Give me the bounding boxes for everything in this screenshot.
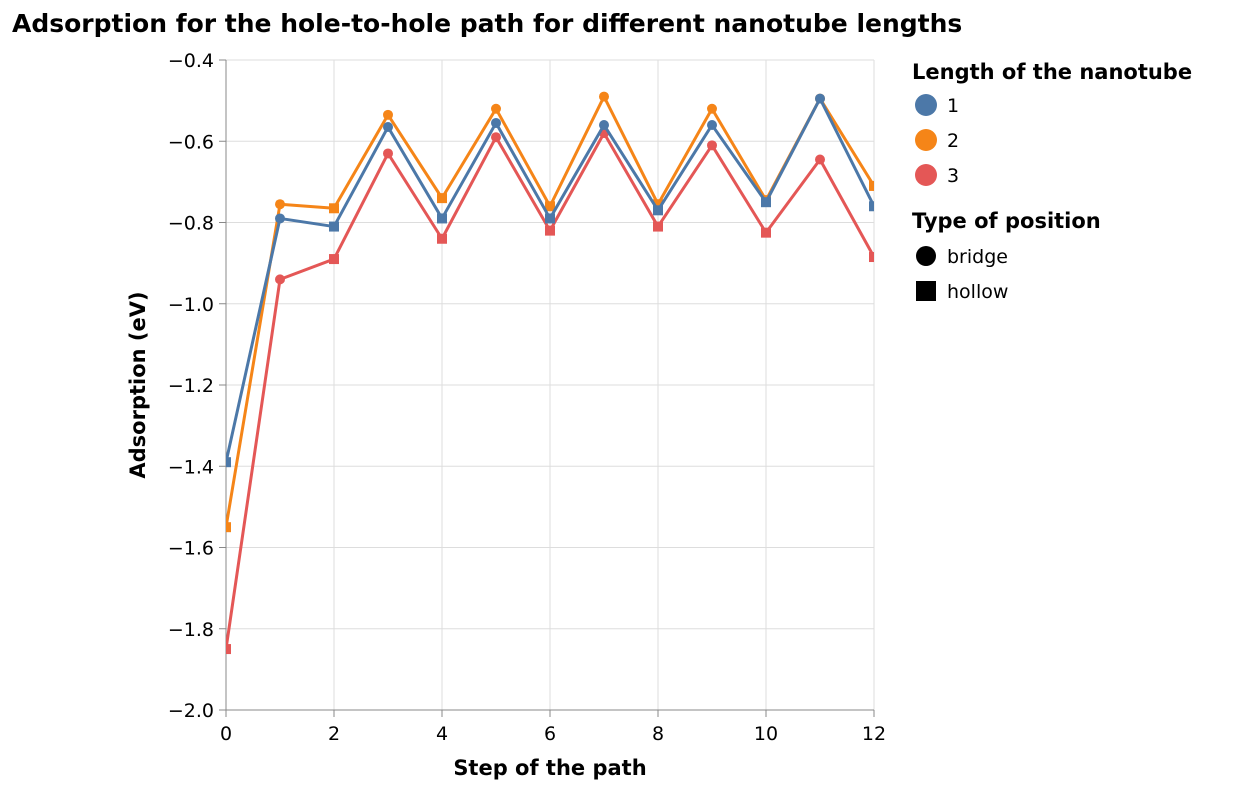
data-point — [869, 252, 874, 263]
data-point — [383, 109, 393, 120]
data-point — [545, 201, 555, 212]
legend-shape-label: hollow — [947, 281, 1008, 303]
x-tick-label: 0 — [220, 723, 232, 745]
legend-color-label: 2 — [947, 130, 959, 152]
y-tick-label: −0.4 — [168, 50, 214, 72]
data-point — [545, 213, 555, 224]
data-point — [329, 254, 339, 265]
x-tick-label: 8 — [652, 723, 664, 745]
data-point — [599, 120, 609, 130]
data-point — [491, 103, 501, 114]
axes: −0.4 −0.6 −0.8 −1.0 −1.2 −1.4 −1.6 −1.8 −2.0 0 2 4 6… — [168, 50, 886, 745]
data-point — [653, 205, 663, 216]
series-1 — [226, 93, 874, 468]
y-tick-label: −0.8 — [168, 213, 214, 235]
legend-shape-label: bridge — [947, 246, 1008, 268]
legend-shape-swatch-bridge — [916, 246, 936, 266]
data-point — [383, 148, 393, 159]
data-point — [226, 457, 231, 468]
legend-color-swatch-3 — [915, 164, 937, 186]
data-point — [761, 227, 771, 238]
data-point — [545, 225, 555, 236]
x-tick-label: 6 — [544, 723, 556, 745]
legend-items: 1 2 3 bridge hollow — [915, 94, 1008, 303]
legend: Length of the nanotube Type of position … — [912, 60, 1192, 303]
y-tick-label: −1.4 — [168, 456, 214, 478]
y-tick-label: −1.8 — [168, 619, 214, 641]
x-tick-label: 2 — [328, 723, 340, 745]
data-point — [329, 203, 339, 214]
y-tick-label: −1.6 — [168, 538, 214, 560]
data-point — [653, 199, 663, 210]
chart-title: Adsorption for the hole-to-hole path for… — [12, 9, 962, 38]
data-point — [437, 193, 447, 204]
series-3 — [226, 128, 874, 655]
data-point — [275, 213, 285, 224]
data-point — [329, 221, 339, 232]
legend-color-swatch-1 — [915, 94, 937, 116]
data-point — [707, 140, 717, 151]
grid — [225, 59, 875, 711]
data-point — [869, 180, 874, 191]
data-point — [869, 201, 874, 212]
data-point — [275, 274, 285, 285]
y-tick-label: −2.0 — [168, 700, 214, 722]
data-point — [226, 522, 231, 533]
data-point — [815, 154, 825, 165]
y-axis-title: Adsorption (eV) — [126, 291, 150, 478]
data-point — [226, 644, 231, 655]
legend-color-label: 3 — [947, 165, 959, 187]
data-point — [815, 93, 825, 104]
legend-shape-title: Type of position — [912, 209, 1101, 233]
data-point — [437, 213, 447, 224]
data-point — [437, 233, 447, 244]
legend-color-swatch-2 — [915, 129, 937, 151]
x-tick-label: 10 — [754, 723, 778, 745]
legend-shape-swatch-hollow — [916, 281, 936, 301]
legend-color-title: Length of the nanotube — [912, 60, 1192, 84]
data-point — [491, 117, 501, 128]
x-axis-title: Step of the path — [453, 756, 646, 780]
data-point — [491, 132, 501, 143]
x-tick-label: 4 — [436, 723, 448, 745]
data-point — [599, 91, 609, 102]
legend-color-label: 1 — [947, 95, 959, 117]
data-point — [707, 120, 717, 130]
x-tick-label: 12 — [862, 723, 886, 745]
data-point — [383, 122, 393, 133]
data-point — [761, 197, 771, 208]
series-layer — [226, 91, 874, 655]
y-tick-label: −1.2 — [168, 375, 214, 397]
data-point — [707, 103, 717, 114]
data-point — [275, 199, 285, 210]
y-tick-label: −0.6 — [168, 131, 214, 153]
y-tick-label: −1.0 — [168, 294, 214, 316]
data-point — [653, 221, 663, 232]
